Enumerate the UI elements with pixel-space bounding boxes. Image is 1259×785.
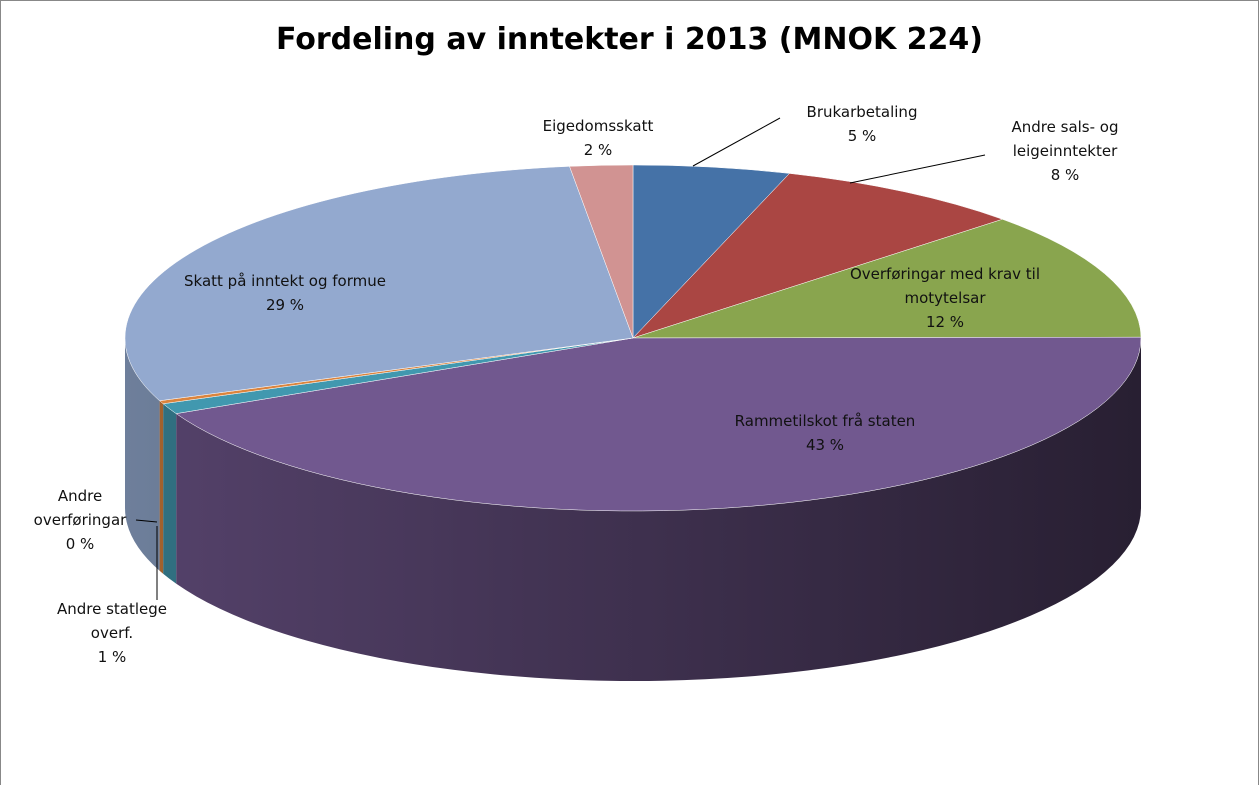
pie-side <box>176 338 1142 681</box>
pie-slice <box>632 219 1142 339</box>
data-label: Rammetilskot frå staten 43 % <box>690 409 960 457</box>
label-value: 29 % <box>265 296 305 314</box>
label-name: Skatt på inntekt og formue <box>184 272 386 290</box>
chart-title: Fordeling av inntekter i 2013 (MNOK 224) <box>275 22 984 57</box>
leader-line <box>849 154 986 184</box>
label-value: 0 % <box>65 535 95 553</box>
label-name: Eigedomsskatt <box>542 117 654 135</box>
label-value: 5 % <box>847 127 877 145</box>
label-name: Overføringar med krav til motytelsar <box>849 265 1041 307</box>
pie-side <box>159 400 164 574</box>
pie-slice <box>124 166 634 402</box>
data-label: Andre statlege overf. 1 % <box>47 597 177 669</box>
pie-side <box>163 403 177 584</box>
data-label: Andre sals- og leigeinntekter 8 % <box>980 115 1150 187</box>
data-label: Brukarbetaling 5 % <box>787 100 937 148</box>
data-label: Skatt på inntekt og formue 29 % <box>180 269 390 317</box>
label-value: 8 % <box>1050 166 1080 184</box>
label-name: Andre overføringar <box>33 487 127 529</box>
pie-slice <box>632 173 1004 339</box>
label-name: Andre statlege overf. <box>56 600 168 642</box>
label-value: 2 % <box>583 141 613 159</box>
pie-slice <box>632 164 791 339</box>
label-name: Brukarbetaling <box>806 103 918 121</box>
label-name: Rammetilskot frå staten <box>734 412 916 430</box>
label-value: 43 % <box>805 436 845 454</box>
label-value: 12 % <box>925 313 965 331</box>
label-value: 1 % <box>97 648 127 666</box>
label-name: Andre sals- og leigeinntekter <box>1011 118 1119 160</box>
leader-line <box>135 519 158 523</box>
data-label: Andre overføringar 0 % <box>25 484 135 556</box>
pie-side <box>125 338 160 571</box>
leader-line <box>692 117 781 167</box>
pie-slice <box>175 336 1142 512</box>
data-label: Overføringar med krav til motytelsar 12 % <box>810 262 1080 334</box>
pie-slice <box>569 164 634 339</box>
data-label: Eigedomsskatt 2 % <box>523 114 673 162</box>
